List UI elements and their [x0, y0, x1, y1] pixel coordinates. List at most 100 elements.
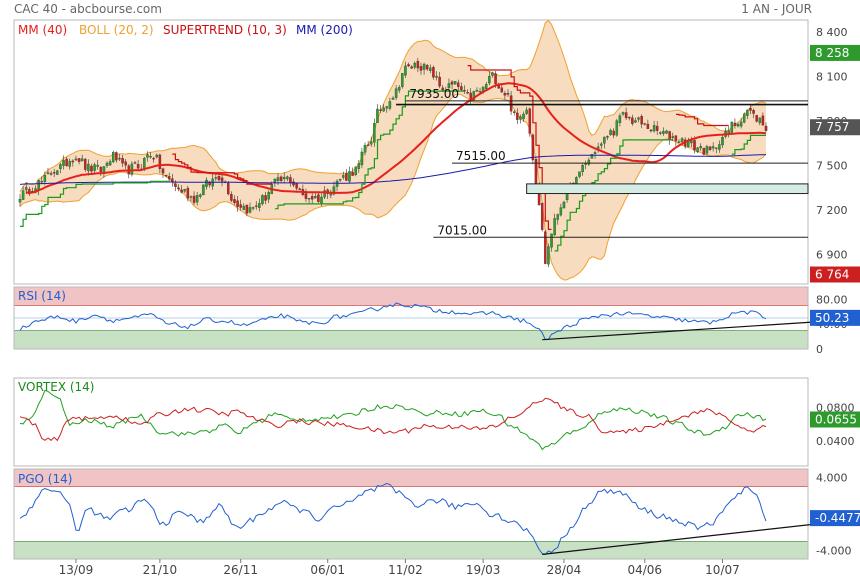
candle-body [643, 123, 647, 125]
candle-body [310, 196, 314, 200]
candle-body [687, 141, 690, 147]
y-tick-label: 7 200 [816, 204, 848, 217]
x-tick-label: 19/03 [466, 563, 501, 577]
candle-body [699, 146, 702, 149]
candle-body [721, 137, 724, 146]
panel-frame [13, 286, 809, 350]
x-tick-label: 06/01 [310, 563, 345, 577]
candle-body [488, 76, 491, 84]
candle-body [422, 63, 426, 70]
candle-body [382, 107, 385, 112]
candle-body [544, 231, 547, 264]
candle-body [590, 154, 594, 159]
candle-body [659, 132, 662, 134]
candle-body [108, 161, 112, 166]
candle-body [345, 173, 348, 181]
candle-body [413, 62, 417, 68]
pgo-panel: PGO (14) 4.000 -4.000 -0.4477 [13, 468, 860, 560]
candle-body [18, 199, 22, 203]
price-badge-bg [810, 44, 860, 61]
y-tick-label: -4.000 [816, 545, 851, 558]
candle-body [531, 134, 535, 161]
candle-body [376, 108, 379, 123]
candle-body [441, 87, 444, 91]
x-tick-label: 26/11 [223, 563, 258, 577]
candle-body [251, 207, 255, 209]
rsi-badge-bg [810, 309, 860, 326]
candle-body [606, 136, 609, 138]
x-tick-label: 28/04 [547, 563, 582, 577]
candle-body [742, 113, 746, 123]
price-badge: 8 258 [815, 46, 849, 60]
candle-body [65, 158, 68, 167]
y-tick-label: 8 100 [816, 70, 848, 83]
candle-body [469, 92, 472, 100]
supertrend-line [554, 139, 673, 252]
candle-body [416, 61, 420, 69]
candle-body [152, 158, 155, 160]
candle-body [155, 154, 159, 158]
candle-body [727, 130, 730, 134]
candle-body [143, 157, 146, 169]
candle-body [404, 65, 407, 76]
rsi-line [19, 302, 767, 341]
candle-body [649, 129, 653, 132]
candle-body [171, 178, 174, 182]
candle-body [752, 110, 755, 114]
candle-body [183, 189, 186, 192]
y-tick-label: 6 900 [816, 248, 848, 261]
candle-body [761, 115, 765, 126]
candle-body [764, 125, 768, 131]
supertrend-line [172, 153, 272, 185]
candle-body [121, 158, 124, 164]
candle-body [80, 158, 84, 162]
x-axis: 13/09 21/10 26/11 06/01 11/02 19/03 28/04 04/06… [59, 559, 740, 577]
candle-body [320, 196, 323, 204]
candle-body [528, 108, 532, 134]
candle-body [357, 163, 361, 169]
y-tick-label: 4.000 [816, 471, 848, 484]
candle-body [239, 204, 242, 208]
supertrend-line [675, 113, 729, 127]
price-badge: 7 757 [815, 120, 849, 134]
candle-body [254, 205, 258, 207]
candle-body [192, 195, 196, 203]
candle-body [292, 181, 295, 186]
candle-body [702, 147, 706, 155]
candle-body [671, 136, 675, 138]
candle-body [202, 184, 205, 196]
candle-body [739, 121, 743, 127]
candle-body [401, 73, 404, 87]
candle-body [652, 125, 656, 132]
candle-body [199, 194, 202, 197]
candle-body [562, 201, 566, 209]
candle-body [230, 194, 233, 201]
candle-body [730, 122, 734, 133]
candle-body [547, 246, 550, 265]
candle-body [634, 120, 637, 123]
candle-body [609, 130, 612, 135]
vortex-badge-bg [810, 411, 860, 428]
candle-body [612, 130, 615, 136]
candle-body [351, 172, 354, 176]
candle-body [655, 125, 659, 131]
candle-body [264, 195, 267, 201]
candle-body [718, 144, 721, 150]
candle-body [304, 193, 308, 199]
mm200-line [19, 154, 767, 185]
candle-body [115, 152, 118, 161]
x-tick-label: 11/02 [388, 563, 423, 577]
candle-body [484, 84, 488, 90]
candle-body [124, 161, 127, 166]
candle-body [258, 203, 261, 208]
candle-body [668, 131, 671, 140]
candle-body [105, 162, 109, 166]
x-tick-label: 13/09 [59, 563, 94, 577]
candle-body [540, 202, 544, 230]
candle-body [397, 87, 401, 91]
y-tick-label: 8 400 [816, 26, 848, 39]
candle-body [93, 164, 96, 171]
candle-body [506, 92, 510, 95]
level-label: 7935.00 [409, 87, 459, 101]
candle-body [99, 167, 103, 172]
